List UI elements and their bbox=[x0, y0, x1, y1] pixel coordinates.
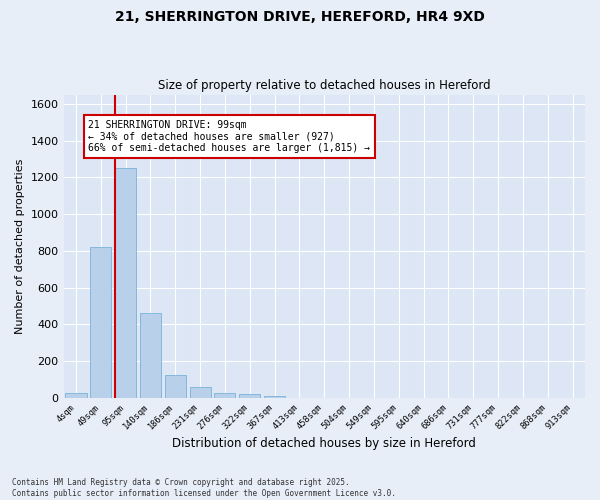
X-axis label: Distribution of detached houses by size in Hereford: Distribution of detached houses by size … bbox=[172, 437, 476, 450]
Bar bbox=[264, 396, 285, 398]
Bar bbox=[65, 394, 86, 398]
Bar bbox=[115, 168, 136, 398]
Bar bbox=[165, 375, 186, 398]
Text: 21, SHERRINGTON DRIVE, HEREFORD, HR4 9XD: 21, SHERRINGTON DRIVE, HEREFORD, HR4 9XD bbox=[115, 10, 485, 24]
Text: 21 SHERRINGTON DRIVE: 99sqm
← 34% of detached houses are smaller (927)
66% of se: 21 SHERRINGTON DRIVE: 99sqm ← 34% of det… bbox=[88, 120, 370, 154]
Bar bbox=[90, 247, 112, 398]
Y-axis label: Number of detached properties: Number of detached properties bbox=[15, 158, 25, 334]
Bar bbox=[140, 314, 161, 398]
Text: Contains HM Land Registry data © Crown copyright and database right 2025.
Contai: Contains HM Land Registry data © Crown c… bbox=[12, 478, 396, 498]
Bar bbox=[239, 394, 260, 398]
Title: Size of property relative to detached houses in Hereford: Size of property relative to detached ho… bbox=[158, 79, 491, 92]
Bar bbox=[190, 387, 211, 398]
Bar bbox=[214, 394, 235, 398]
